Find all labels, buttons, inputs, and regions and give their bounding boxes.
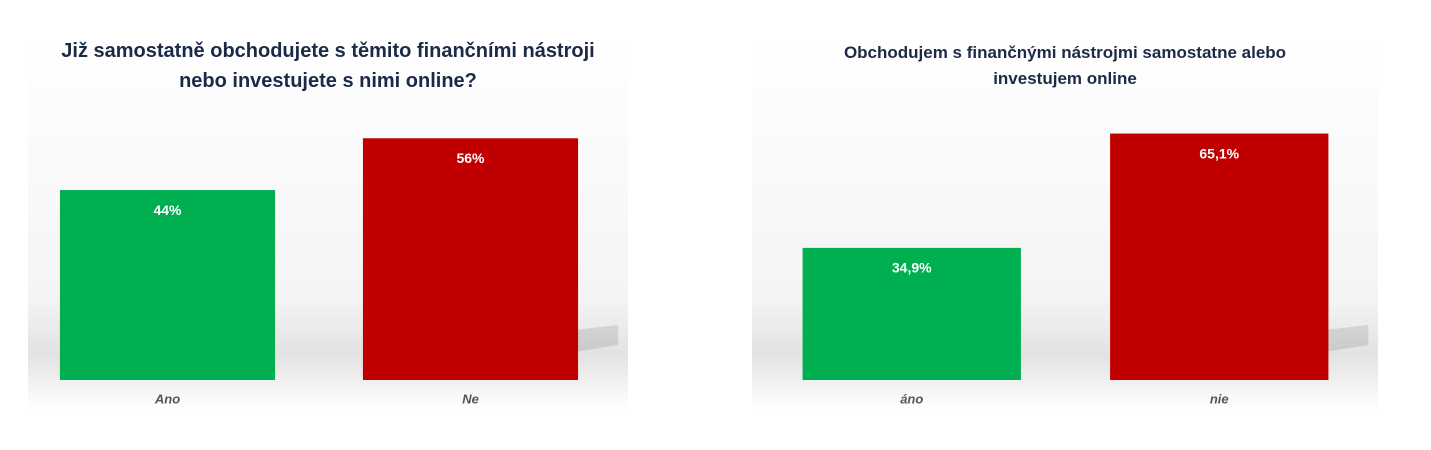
value-label: 34,9% [892, 260, 932, 276]
value-label: 65,1% [1199, 145, 1239, 161]
bar [802, 247, 1021, 380]
value-label: 56% [456, 150, 485, 166]
x-tick-label: nie [1210, 391, 1229, 406]
chart-title: Obchodujem s finančnými nástrojmi samost… [843, 43, 1287, 88]
x-tick-label: Ne [462, 391, 479, 406]
bar [1110, 133, 1329, 380]
bar [362, 138, 579, 380]
value-label: 44% [153, 202, 182, 218]
x-tick-label: áno [900, 391, 923, 406]
bar [59, 190, 276, 380]
x-tick-label: Ano [154, 391, 180, 406]
chart-title: Již samostatně obchodujete s těmito fina… [61, 40, 595, 92]
